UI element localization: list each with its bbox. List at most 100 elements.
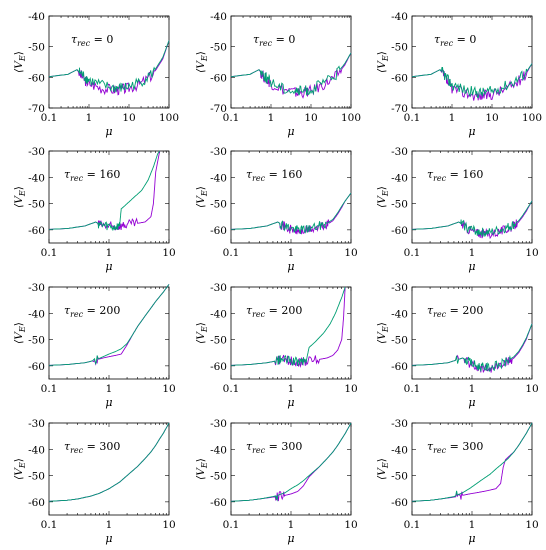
y-tick-label: -30 [210, 418, 227, 430]
x-tick-label: 1 [288, 519, 295, 531]
y-tick-label: -60 [391, 497, 408, 509]
y-tick-label: -70 [391, 103, 408, 115]
y-axis-label: ⟨VE⟩ [13, 322, 27, 344]
tau-annotation: τrec = 300 [427, 440, 483, 455]
x-tick-label: 1 [106, 519, 113, 531]
x-tick-label: 0.1 [41, 247, 58, 259]
x-tick-label: 1 [469, 247, 476, 259]
x-tick-label: 10 [304, 112, 317, 124]
plot-frame [48, 286, 170, 380]
x-tick-label: 1 [288, 383, 295, 395]
y-axis-label: ⟨VE⟩ [195, 458, 209, 480]
x-tick-label: 0.1 [41, 112, 58, 124]
x-tick-label: 0.1 [404, 519, 421, 531]
tau-annotation: τrec = 160 [64, 168, 120, 183]
y-tick-label: -70 [28, 103, 45, 115]
subplot-9: 0.1 1 10 -30 -40 -50 -60 μ ⟨VE⟩ τrec = 200 [376, 282, 539, 409]
y-tick-label: -30 [28, 282, 45, 294]
y-tick-label: -50 [210, 335, 227, 347]
subplot-11: 0.1 1 10 -30 -40 -50 -60 μ ⟨VE⟩ τrec = 300 [195, 418, 358, 545]
x-tick-label: 0.1 [223, 112, 240, 124]
x-tick-label: 0.1 [41, 519, 58, 531]
tau-annotation: τrec = 0 [434, 33, 476, 48]
y-tick-label: -60 [28, 72, 45, 84]
tau-annotation: τrec = 200 [427, 304, 483, 319]
y-tick-label: -30 [391, 418, 408, 430]
series-line-purple [230, 52, 352, 99]
series-line-green [231, 286, 346, 367]
subplot-2: 0.1 1 10 100 -40 -50 -60 -70 μ ⟨VE⟩ τrec = 0 [195, 11, 361, 138]
y-axis-label: ⟨VE⟩ [13, 186, 27, 208]
y-tick-label: -60 [210, 361, 227, 373]
x-tick-label: 10 [162, 383, 175, 395]
y-tick-label: -60 [391, 361, 408, 373]
y-axis-label: ⟨VE⟩ [376, 186, 390, 208]
x-tick-label: 10 [485, 112, 498, 124]
y-axis-label: ⟨VE⟩ [195, 51, 209, 73]
series-line-green [411, 422, 533, 502]
y-tick-label: -60 [210, 72, 227, 84]
x-tick-label: 10 [525, 383, 538, 395]
series-line-green [49, 150, 161, 232]
series-line-purple [48, 40, 170, 96]
tau-annotation: τrec = 300 [246, 440, 302, 455]
subplot-4: 0.1 1 10 -30 -40 -50 -60 μ ⟨VE⟩ τrec = 160 [13, 146, 176, 273]
x-axis-label: μ [468, 396, 475, 409]
y-axis-label: ⟨VE⟩ [13, 51, 27, 73]
x-axis-label: μ [468, 125, 475, 138]
y-tick-label: -30 [210, 282, 227, 294]
y-tick-label: -40 [210, 308, 227, 320]
y-tick-label: -40 [28, 444, 45, 456]
series-line-green [230, 422, 352, 502]
x-axis-label: μ [105, 396, 112, 409]
series-line-purple [412, 200, 533, 240]
series-line-purple [48, 422, 170, 502]
y-tick-label: -60 [391, 225, 408, 237]
y-axis-label: ⟨VE⟩ [13, 458, 27, 480]
y-tick-label: -60 [28, 361, 45, 373]
y-tick-label: -60 [28, 497, 45, 509]
x-tick-label: 1 [449, 112, 456, 124]
y-tick-label: -50 [28, 199, 45, 211]
x-tick-label: 0.1 [41, 383, 58, 395]
subplot-5: 0.1 1 10 -30 -40 -50 -60 μ ⟨VE⟩ τrec = 160 [195, 146, 358, 273]
y-tick-label: -50 [28, 42, 45, 54]
y-tick-label: -30 [210, 146, 227, 158]
y-tick-label: -60 [28, 225, 45, 237]
x-tick-label: 100 [159, 112, 179, 124]
y-tick-label: -40 [210, 11, 227, 23]
x-tick-label: 10 [525, 247, 538, 259]
y-tick-label: -30 [28, 418, 45, 430]
plot-frame [230, 15, 352, 109]
x-axis-label: μ [287, 260, 294, 273]
y-tick-label: -40 [391, 11, 408, 23]
plot-frame [230, 286, 352, 380]
y-tick-label: -50 [210, 42, 227, 54]
y-tick-label: -40 [28, 11, 45, 23]
y-axis-label: ⟨VE⟩ [376, 458, 390, 480]
y-tick-label: -30 [28, 146, 45, 158]
y-tick-label: -40 [28, 172, 45, 184]
x-tick-label: 10 [344, 519, 357, 531]
y-tick-label: -40 [210, 172, 227, 184]
subplot-3: 0.1 1 10 100 -40 -50 -60 -70 μ ⟨VE⟩ τrec = 0 [376, 11, 542, 138]
y-tick-label: -60 [210, 225, 227, 237]
tau-annotation: τrec = 160 [427, 168, 483, 183]
x-tick-label: 10 [122, 112, 135, 124]
x-tick-label: 1 [106, 383, 113, 395]
y-tick-label: -60 [391, 72, 408, 84]
subplot-6: 0.1 1 10 -30 -40 -50 -60 μ ⟨VE⟩ τrec = 160 [376, 146, 539, 273]
tau-annotation: τrec = 0 [253, 33, 295, 48]
subplot-1: 0.1 1 10 100 -40 -50 -60 -70 μ ⟨VE⟩ τrec = 0 [13, 11, 179, 138]
plot-frame [48, 150, 170, 244]
series-line-purple [49, 150, 161, 231]
y-axis-label: ⟨VE⟩ [195, 322, 209, 344]
x-tick-label: 1 [469, 519, 476, 531]
x-tick-label: 10 [344, 383, 357, 395]
y-tick-label: -50 [210, 199, 227, 211]
x-axis-label: μ [105, 260, 112, 273]
series-line-green [48, 40, 170, 93]
series-line-green [412, 200, 533, 237]
x-axis-label: μ [105, 532, 112, 545]
